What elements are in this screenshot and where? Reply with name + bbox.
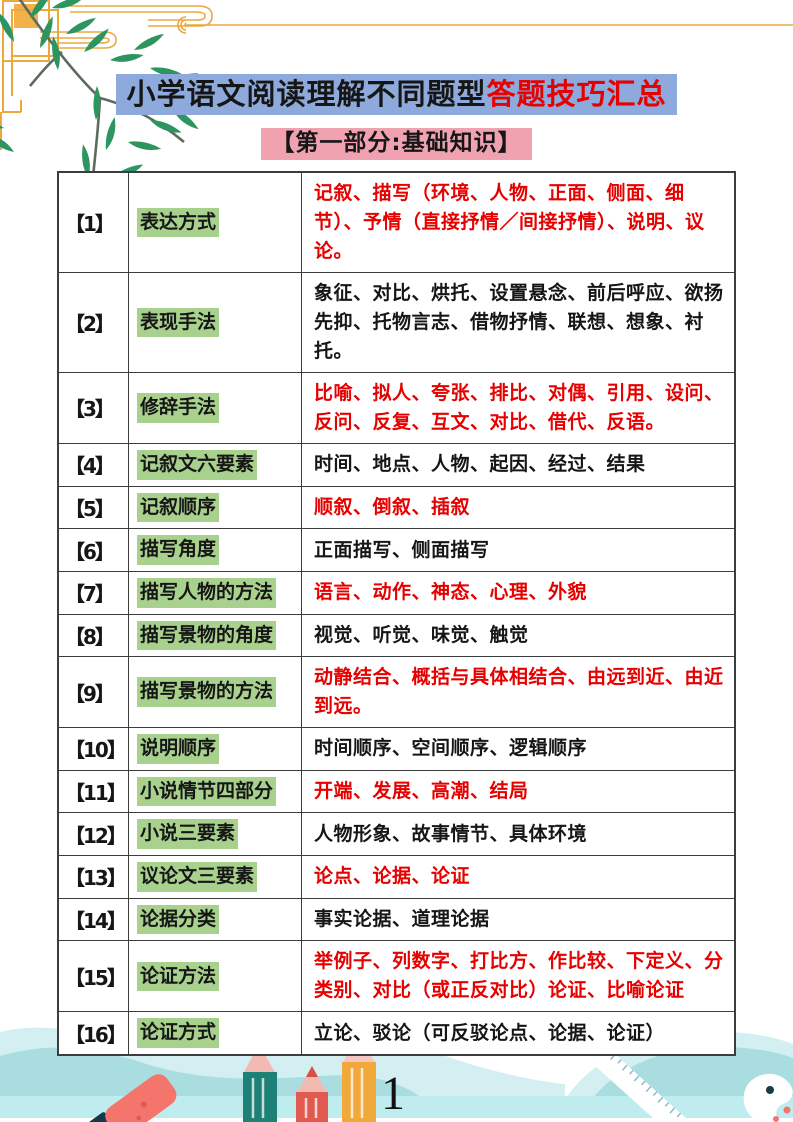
row-term: 表达方式 (129, 172, 302, 272)
table-row: 【9】 描写景物的方法 动静结合、概括与具体相结合、由远到近、由近到远。 (59, 657, 734, 729)
table-row: 【4】 记叙文六要素 时间、地点、人物、起因、经过、结果 (59, 443, 734, 487)
row-term: 描写人物的方法 (129, 571, 302, 614)
row-content: 顺叙、倒叙、插叙 (314, 495, 471, 518)
row-content: 时间顺序、空间顺序、逻辑顺序 (314, 737, 588, 760)
table-row: 【5】 记叙顺序 顺叙、倒叙、插叙 (59, 486, 734, 530)
row-content: 论点、论据、论证 (314, 865, 471, 888)
table-row: 【1】 表达方式 记叙、描写（环境、人物、正面、侧面、细节）、予情（直接抒情／间接抒… (59, 172, 734, 273)
row-term: 表现手法 (129, 272, 302, 372)
row-content: 动静结合、概括与具体相结合、由远到近、由近到远。 (314, 666, 724, 718)
table-row: 【12】 小说三要素 人物形象、故事情节、具体环境 (59, 813, 734, 857)
row-number: 【13】 (59, 856, 129, 898)
page-number: 1 (381, 1067, 405, 1120)
row-number: 【4】 (59, 443, 129, 486)
row-content: 事实论据、道理论据 (314, 908, 490, 931)
section-subtitle: 【第一部分:基础知识】 (261, 128, 532, 160)
title-black-part: 小学语文阅读理解不同题型 (126, 77, 487, 111)
table-row: 【15】 论证方法 举例子、列数字、打比方、作比较、下定义、分类别、对比（或正反对比… (59, 941, 734, 1013)
ruler-icon (594, 1049, 696, 1122)
pencil-icon (296, 1066, 328, 1122)
row-content: 立论、驳论（可反驳论点、论据、论证） (314, 1021, 666, 1044)
row-content: 开端、发展、高潮、结局 (314, 780, 529, 803)
row-number: 【9】 (59, 657, 129, 728)
table-row: 【7】 描写人物的方法 语言、动作、神态、心理、外貌 (59, 571, 734, 615)
row-number: 【8】 (59, 614, 129, 657)
row-term: 描写景物的角度 (129, 614, 302, 657)
row-content: 时间、地点、人物、起因、经过、结果 (314, 453, 646, 476)
row-number: 【5】 (59, 486, 129, 529)
title-red-part: 答题技巧汇总 (486, 77, 667, 111)
row-number: 【2】 (59, 272, 129, 372)
row-term: 小说情节四部分 (129, 770, 302, 813)
row-content: 正面描写、侧面描写 (314, 538, 490, 561)
table-row: 【16】 论证方式 立论、驳论（可反驳论点、论据、论证） (59, 1012, 734, 1054)
row-term: 记叙文六要素 (129, 443, 302, 486)
row-term: 议论文三要素 (129, 856, 302, 898)
row-content: 记叙、描写（环境、人物、正面、侧面、细节）、予情（直接抒情／间接抒情）、说明、议… (314, 181, 705, 262)
row-term: 修辞手法 (129, 372, 302, 443)
table-row: 【6】 描写角度 正面描写、侧面描写 (59, 529, 734, 572)
page-title: 小学语文阅读理解不同题型答题技巧汇总 (116, 74, 677, 116)
palette-icon (743, 1073, 793, 1122)
eraser-icon (82, 1074, 177, 1122)
row-content: 举例子、列数字、打比方、作比较、下定义、分类别、对比（或正反对比）论证、比喻论证 (314, 950, 724, 1002)
row-term: 描写角度 (129, 529, 302, 571)
table-row: 【13】 议论文三要素 论点、论据、论证 (59, 856, 734, 899)
table-row: 【14】 论据分类 事实论据、道理论据 (59, 898, 734, 942)
header: 小学语文阅读理解不同题型答题技巧汇总 (0, 0, 793, 116)
row-number: 【14】 (59, 898, 129, 941)
table-row: 【8】 描写景物的角度 视觉、听觉、味觉、触觉 (59, 614, 734, 658)
row-content: 象征、对比、烘托、设置悬念、前后呼应、欲扬先抑、托物言志、借物抒情、联想、想象、… (314, 281, 724, 362)
table-row: 【10】 说明顺序 时间顺序、空间顺序、逻辑顺序 (59, 728, 734, 771)
row-content: 比喻、拟人、夸张、排比、对偶、引用、设问、反问、反复、互文、对比、借代、反语。 (314, 381, 724, 433)
row-term: 小说三要素 (129, 813, 302, 856)
row-term: 论证方法 (129, 941, 302, 1012)
row-number: 【16】 (59, 1012, 129, 1054)
row-term: 说明顺序 (129, 728, 302, 770)
table-row: 【3】 修辞手法 比喻、拟人、夸张、排比、对偶、引用、设问、反问、反复、互文、对比、… (59, 372, 734, 444)
row-content: 语言、动作、神态、心理、外貌 (314, 581, 588, 604)
row-content: 人物形象、故事情节、具体环境 (314, 822, 588, 845)
row-number: 【10】 (59, 728, 129, 770)
table-row: 【11】 小说情节四部分 开端、发展、高潮、结局 (59, 770, 734, 814)
row-term: 论据分类 (129, 898, 302, 941)
knowledge-table: 【1】 表达方式 记叙、描写（环境、人物、正面、侧面、细节）、予情（直接抒情／间接抒… (57, 170, 736, 1056)
row-number: 【7】 (59, 571, 129, 614)
row-number: 【12】 (59, 813, 129, 856)
row-term: 论证方式 (129, 1012, 302, 1054)
table-row: 【2】 表现手法 象征、对比、烘托、设置悬念、前后呼应、欲扬先抑、托物言志、借物抒情… (59, 272, 734, 373)
row-number: 【15】 (59, 941, 129, 1012)
row-number: 【11】 (59, 770, 129, 813)
subtitle-bar: 【第一部分:基础知识】 (0, 128, 793, 160)
row-number: 【6】 (59, 529, 129, 571)
row-number: 【1】 (59, 172, 129, 272)
row-number: 【3】 (59, 372, 129, 443)
row-term: 描写景物的方法 (129, 657, 302, 728)
row-content: 视觉、听觉、味觉、触觉 (314, 623, 529, 646)
row-term: 记叙顺序 (129, 486, 302, 529)
